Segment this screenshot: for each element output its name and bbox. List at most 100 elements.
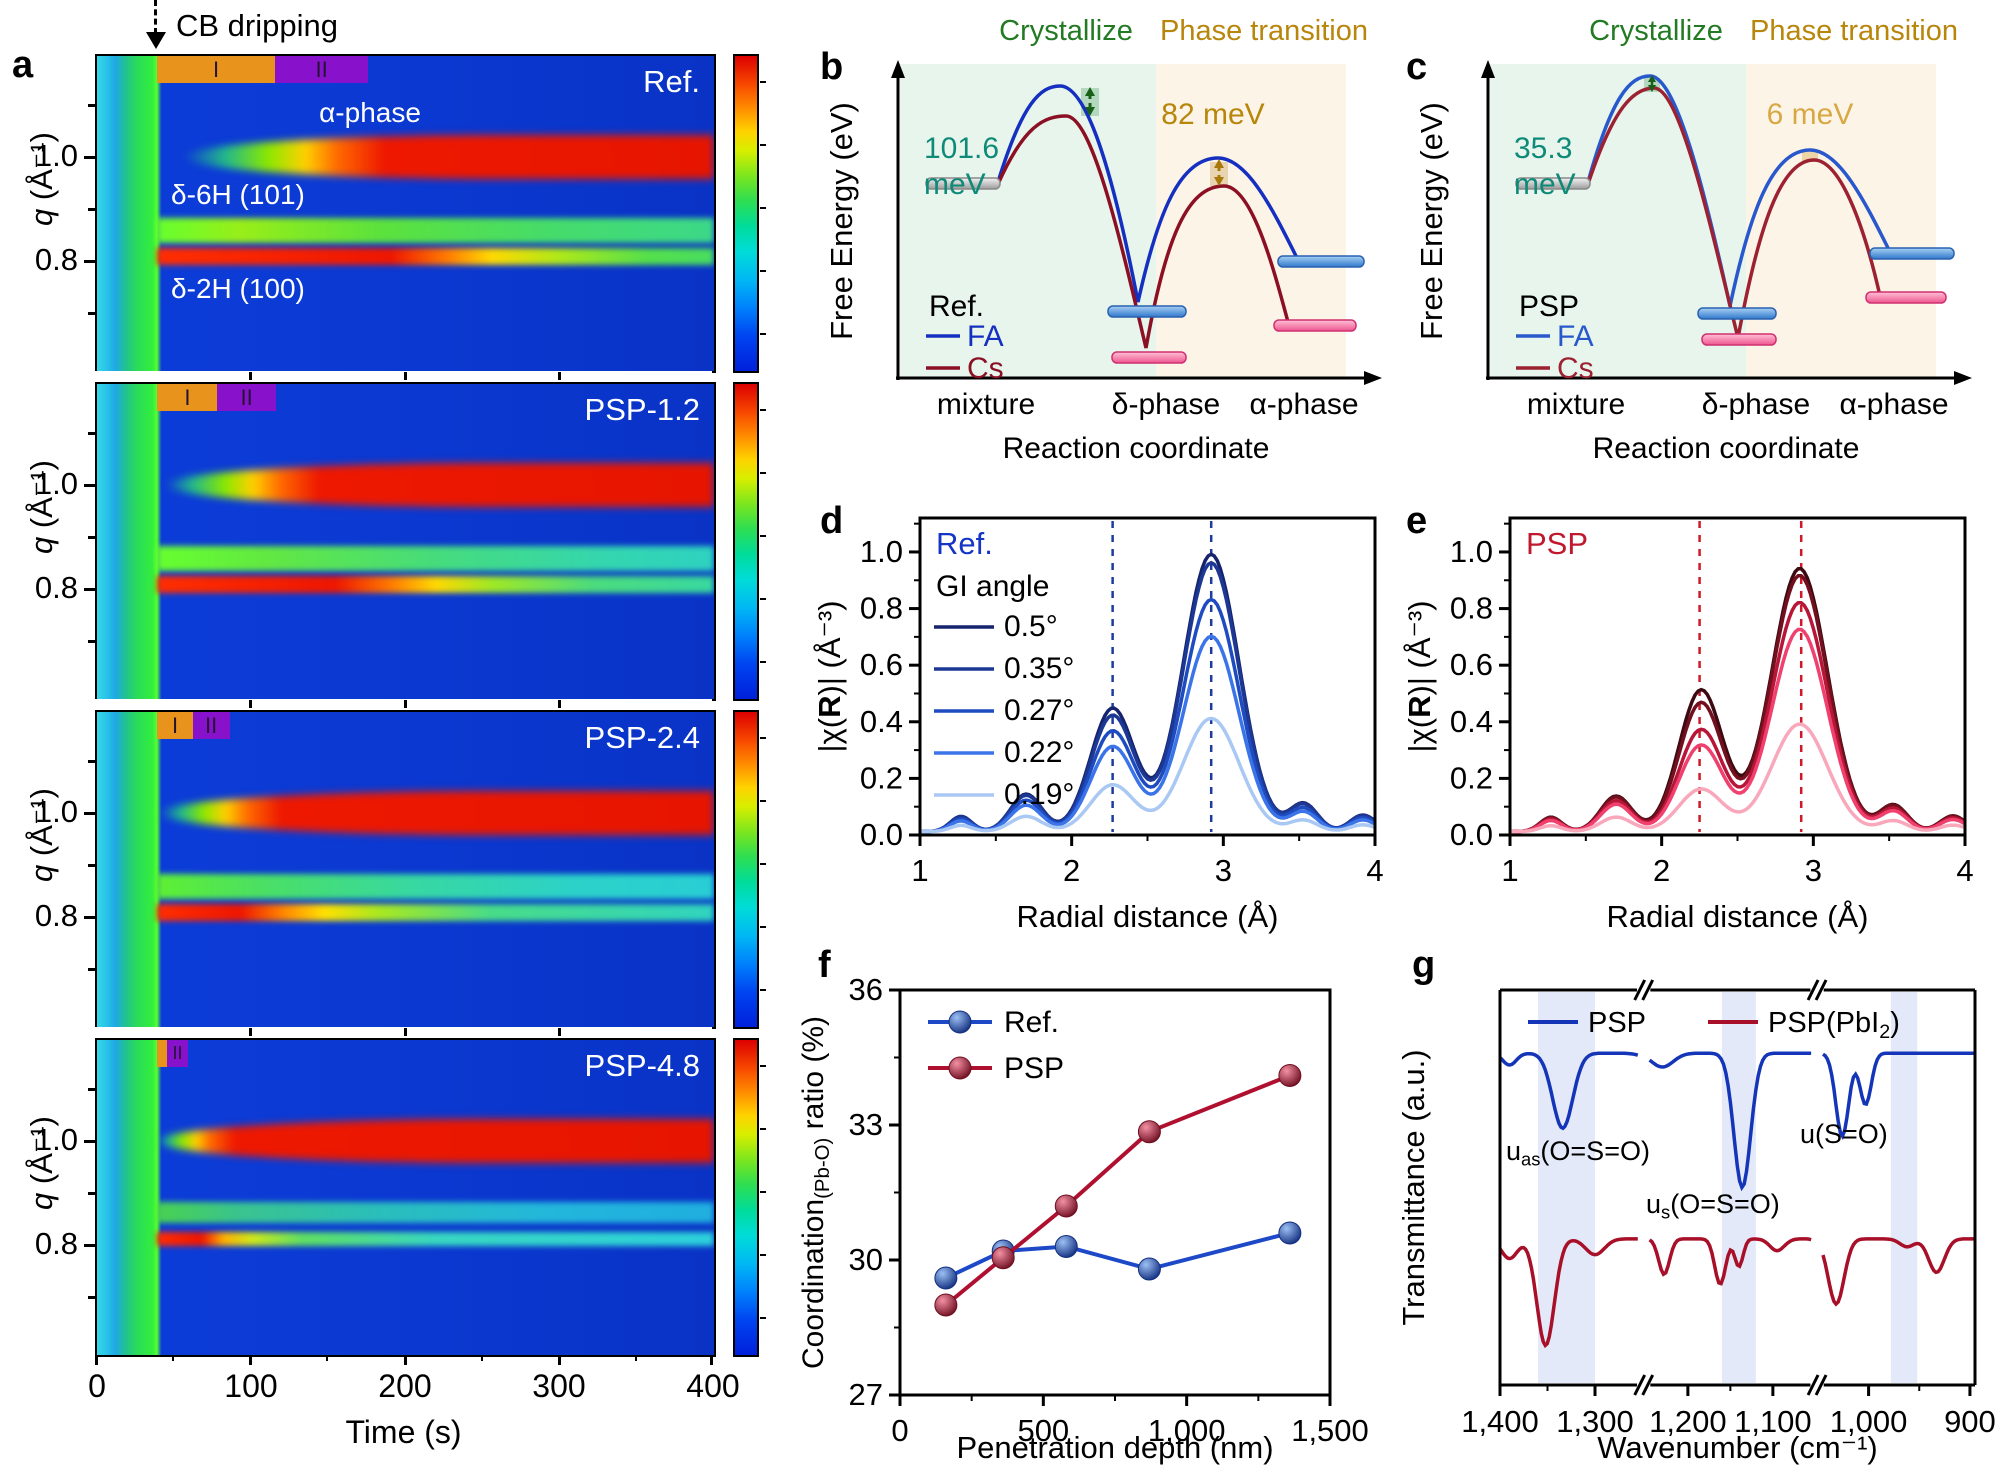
tspan: 36 (849, 972, 883, 1007)
barrier2-band (1802, 152, 1818, 162)
heatmap-row-ref: q (Å⁻¹) 1.0 0.8 I II Ref. α-phase δ-6H (… (0, 54, 795, 384)
y-tick-label: 0.0 (1450, 817, 1493, 852)
tspan: Transmittance (a.u.) (1396, 1049, 1431, 1325)
x-axis-arrow-icon (1954, 371, 1972, 385)
tspan: |χ( (1402, 717, 1437, 752)
tspan: 4 (1956, 853, 1973, 888)
x-axis-title: Reaction coordinate (1003, 432, 1270, 465)
y-tick-label: 33 (849, 1107, 883, 1142)
tspan: Ref. (1004, 1006, 1059, 1039)
x-tick-label: 1 (911, 853, 928, 888)
tspan: 0.4 (1450, 704, 1493, 739)
y-tick-label: 1.0 (34, 138, 78, 173)
tspan: Wavenumber (cm⁻¹) (1597, 1430, 1877, 1465)
tspan: PSP (1004, 1052, 1064, 1085)
axis-break-icon (1806, 1374, 1820, 1396)
sample-label: PSP-2.4 (584, 720, 700, 755)
barrier1-arrow-up-icon (1648, 75, 1656, 82)
heatmap-row-psp24: q (Å⁻¹) 1.0 0.8 I II PSP-2.4 (0, 710, 795, 1040)
tspan: 900 (1944, 1404, 1996, 1439)
axis-break-icon (1814, 979, 1828, 1001)
shaded-band (1890, 992, 1918, 1383)
y-major-tick (84, 260, 95, 263)
tspan: )| (Å⁻³) (1402, 600, 1437, 695)
tspan: 2 (1879, 1021, 1890, 1043)
cb-dripping-dashed-line (154, 0, 157, 34)
tspan: 1,400 (1461, 1404, 1539, 1439)
tspan: 1 (1501, 853, 1518, 888)
x-tick-label: 900 (1944, 1404, 1996, 1439)
tspan: 1,500 (1291, 1413, 1369, 1448)
axis-break-icon (1633, 979, 1647, 1001)
colorbar (733, 1038, 766, 1357)
heatmap-psp24: I II PSP-2.4 (95, 710, 716, 1029)
shaded-band (1721, 992, 1756, 1383)
panel-d-exafs-ref: 1 2 3 4 0.0 0.2 0.4 0.6 0.8 1.0 Radial distance (Å… (812, 516, 1384, 934)
tspan: ) (1890, 1007, 1900, 1039)
tspan: Radial distance (Å) (1607, 899, 1869, 934)
y-tick-label: 0.6 (860, 647, 903, 682)
y-tick-label: 0.0 (860, 817, 903, 852)
tspan: 0.2 (860, 760, 903, 795)
legend-label: 0.5° (1004, 610, 1058, 643)
sample-label: PSP-1.2 (584, 392, 700, 427)
y-tick-label: 0.4 (1450, 704, 1493, 739)
xtick-alpha: α-phase (1249, 388, 1358, 421)
tspan: R (1402, 695, 1437, 717)
y-tick-label: 36 (849, 972, 883, 1007)
axis-break-icon (1806, 979, 1820, 1001)
legend-title: PSP (1519, 290, 1579, 323)
heatmap-row-psp48: q (Å⁻¹) 1.0 0.8 II PSP-4.8 (0, 1038, 795, 1368)
legend-label: PSP (1004, 1052, 1064, 1085)
legend-marker (948, 1010, 972, 1034)
shaded-band (1538, 992, 1595, 1383)
crystallize-header: Crystallize (999, 15, 1133, 47)
heatmap-psp12: I II PSP-1.2 (95, 382, 716, 701)
alpha-cs-platform (1273, 319, 1357, 332)
delta-2h-label: δ-2H (100) (171, 273, 305, 305)
exafs-curve-3 (1510, 627, 1966, 834)
data-point-Ref. (934, 1266, 958, 1290)
panel-g-ftir: 1,400 1,300 1,200 1,100 1,000 900 PSP PSP(PbI2)… (1396, 979, 1996, 1465)
tspan: 0 (891, 1413, 908, 1448)
mixture-platform (925, 177, 1001, 190)
tspan: 4 (1366, 853, 1383, 888)
y-tick-label: 0.8 (34, 570, 78, 605)
legend-cs-label: Cs (967, 352, 1004, 385)
tspan: 33 (849, 1107, 883, 1142)
barrier1-arrow-down-icon (1648, 85, 1656, 92)
x-tick-label: 2 (1063, 853, 1080, 888)
phase-transition-header: Phase transition (1160, 15, 1368, 47)
time-axis-strip (95, 371, 712, 384)
alpha-fa-platform (1277, 255, 1365, 268)
cb-dripping-arrow-icon (146, 32, 166, 49)
stage-bar-1: I (157, 56, 275, 83)
tspan: PSP (1588, 1007, 1646, 1039)
heatmap-ref: I II Ref. α-phase δ-6H (101) δ-2H (100) (95, 54, 716, 373)
exafs-curve-4 (920, 716, 1376, 834)
panel-e-exafs-psp: 1 2 3 4 0.0 0.2 0.4 0.6 0.8 1.0 Radial distance (Å… (1402, 516, 1974, 934)
panel-letter-d: d (820, 500, 844, 542)
y-axis-title: q (Å⁻¹) (24, 460, 59, 554)
y-axis-title: q (Å⁻¹) (24, 1116, 59, 1210)
colorbar (733, 382, 766, 701)
cs-curve (996, 114, 1290, 349)
tspan: 30 (849, 1242, 883, 1277)
tspan: R (812, 695, 847, 717)
barrier1-value: 35.3 (1514, 132, 1572, 165)
tspan: 1.0 (860, 534, 903, 569)
y-axis-title: q (Å⁻¹) (24, 132, 59, 226)
tspan: 1,000 (1830, 1404, 1908, 1439)
exafs-curve-2 (920, 597, 1376, 834)
tspan: 0.6 (860, 647, 903, 682)
panel-title: PSP (1526, 526, 1588, 561)
ftir-curve-PSP(PbI₂) (1821, 1237, 1975, 1307)
delta-6h-band (157, 546, 714, 572)
delta-6h-label: δ-6H (101) (171, 178, 305, 210)
tspan: 500 (1017, 1413, 1069, 1448)
alpha-fa-platform (1869, 247, 1955, 260)
stage-bar-2: II (166, 1040, 189, 1067)
x-tick-label: 4 (1366, 853, 1383, 888)
tspan: 0.27° (1004, 694, 1074, 727)
tspan: (O=S=O) (1540, 1136, 1650, 1166)
